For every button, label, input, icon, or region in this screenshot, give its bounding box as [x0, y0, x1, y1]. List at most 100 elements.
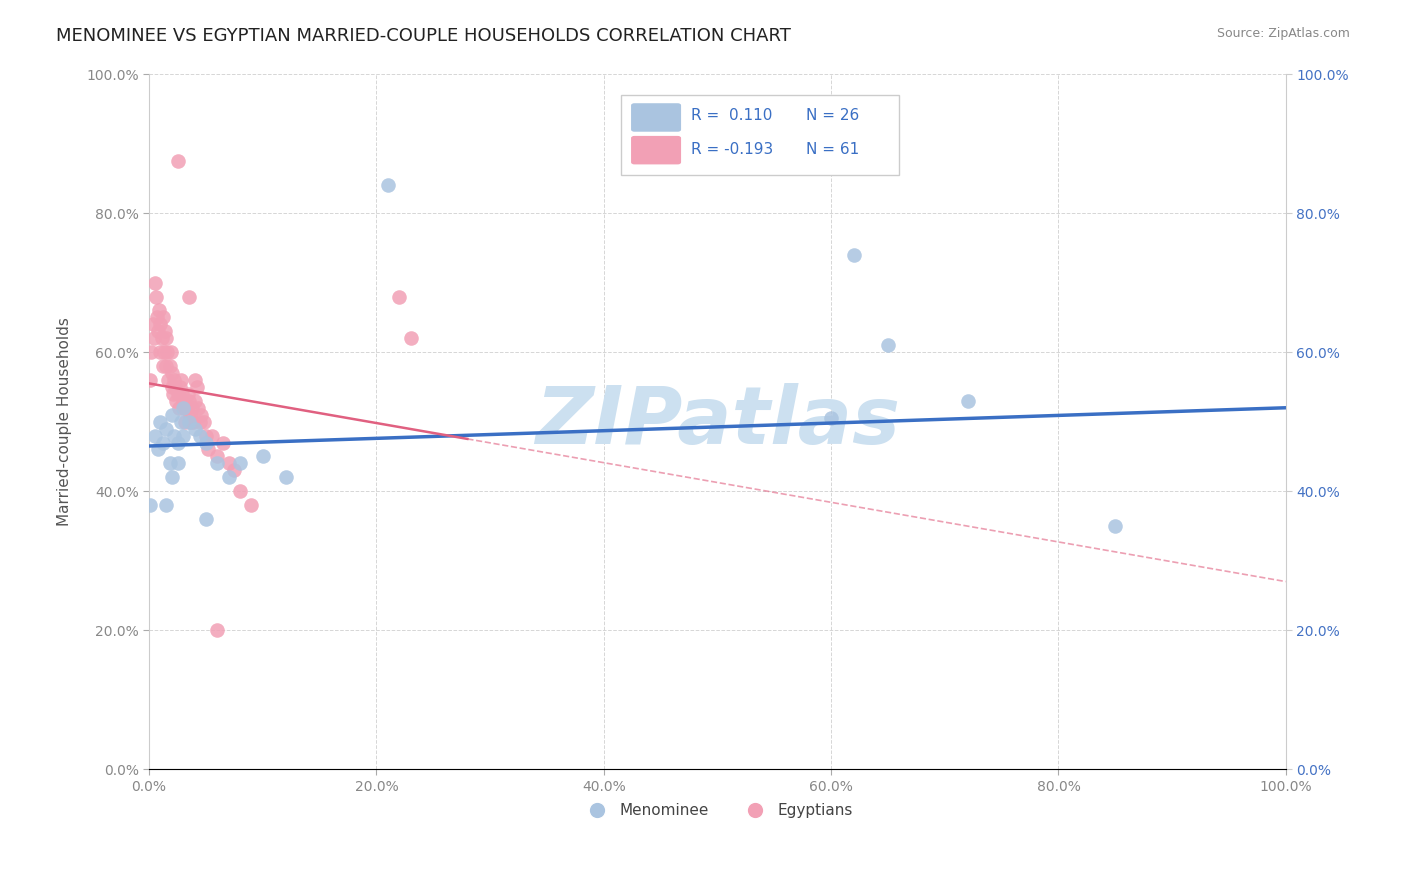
- Point: [166, 387, 188, 401]
- Point: [145, 289, 167, 303]
- Text: N = 61: N = 61: [806, 143, 859, 157]
- Point: [274, 470, 297, 484]
- Point: [163, 428, 186, 442]
- Point: [218, 456, 240, 470]
- Text: R = -0.193: R = -0.193: [692, 143, 773, 157]
- Point: [177, 415, 200, 429]
- Point: [172, 428, 194, 442]
- Point: [152, 310, 174, 325]
- Point: [150, 331, 173, 345]
- Point: [177, 387, 200, 401]
- Point: [141, 345, 163, 359]
- Point: [820, 411, 842, 425]
- Point: [166, 435, 188, 450]
- Point: [224, 463, 246, 477]
- Point: [163, 373, 186, 387]
- Point: [172, 401, 194, 415]
- Point: [148, 324, 170, 338]
- Point: [152, 359, 174, 373]
- Point: [160, 380, 183, 394]
- Point: [170, 387, 193, 401]
- Point: [170, 373, 193, 387]
- Point: [179, 408, 201, 422]
- Point: [1104, 519, 1126, 533]
- Point: [160, 408, 183, 422]
- Point: [183, 393, 205, 408]
- Point: [149, 318, 172, 332]
- Point: [180, 415, 202, 429]
- Point: [153, 345, 176, 359]
- Point: [166, 456, 188, 470]
- Point: [240, 498, 263, 512]
- Point: [177, 393, 200, 408]
- Point: [166, 153, 188, 168]
- Point: [842, 248, 865, 262]
- Point: [187, 401, 209, 415]
- Point: [188, 415, 211, 429]
- Point: [141, 318, 163, 332]
- Point: [183, 415, 205, 429]
- Point: [153, 324, 176, 338]
- Point: [176, 401, 198, 415]
- Point: [218, 470, 240, 484]
- Point: [167, 401, 190, 415]
- Point: [149, 415, 172, 429]
- Text: Source: ZipAtlas.com: Source: ZipAtlas.com: [1216, 27, 1350, 40]
- Point: [173, 401, 195, 415]
- Point: [399, 331, 422, 345]
- Point: [156, 345, 179, 359]
- Point: [877, 338, 900, 352]
- Point: [201, 428, 224, 442]
- Text: MENOMINEE VS EGYPTIAN MARRIED-COUPLE HOUSEHOLDS CORRELATION CHART: MENOMINEE VS EGYPTIAN MARRIED-COUPLE HOU…: [56, 27, 792, 45]
- Point: [188, 428, 211, 442]
- FancyBboxPatch shape: [621, 95, 900, 175]
- Point: [155, 422, 177, 436]
- Point: [377, 178, 399, 193]
- Point: [174, 415, 197, 429]
- Point: [194, 435, 217, 450]
- Point: [194, 512, 217, 526]
- FancyBboxPatch shape: [631, 136, 681, 164]
- Point: [159, 359, 181, 373]
- Point: [159, 456, 181, 470]
- Point: [155, 359, 177, 373]
- Point: [139, 498, 162, 512]
- Point: [207, 450, 229, 464]
- Point: [162, 387, 184, 401]
- Point: [155, 498, 177, 512]
- Point: [139, 373, 162, 387]
- Point: [149, 345, 172, 359]
- Point: [190, 408, 212, 422]
- Point: [159, 345, 181, 359]
- Point: [229, 484, 252, 499]
- Point: [186, 380, 208, 394]
- Point: [148, 442, 170, 457]
- Point: [252, 450, 274, 464]
- Text: R =  0.110: R = 0.110: [692, 108, 773, 123]
- Point: [197, 442, 219, 457]
- Point: [183, 422, 205, 436]
- Point: [160, 366, 183, 380]
- Y-axis label: Married-couple Households: Married-couple Households: [58, 318, 72, 526]
- Point: [146, 310, 169, 325]
- Point: [207, 624, 229, 638]
- Text: ZIPatlas: ZIPatlas: [534, 383, 900, 460]
- Point: [181, 401, 204, 415]
- Point: [229, 456, 252, 470]
- Point: [142, 331, 165, 345]
- Point: [172, 393, 194, 408]
- Point: [165, 393, 187, 408]
- Point: [207, 456, 229, 470]
- Point: [148, 303, 170, 318]
- Point: [169, 380, 191, 394]
- Point: [157, 373, 180, 387]
- Point: [152, 435, 174, 450]
- Point: [155, 331, 177, 345]
- Point: [170, 415, 193, 429]
- Point: [143, 428, 166, 442]
- Point: [212, 435, 235, 450]
- Point: [160, 470, 183, 484]
- Text: N = 26: N = 26: [806, 108, 859, 123]
- Legend: Menominee, Egyptians: Menominee, Egyptians: [575, 797, 859, 824]
- Point: [956, 393, 979, 408]
